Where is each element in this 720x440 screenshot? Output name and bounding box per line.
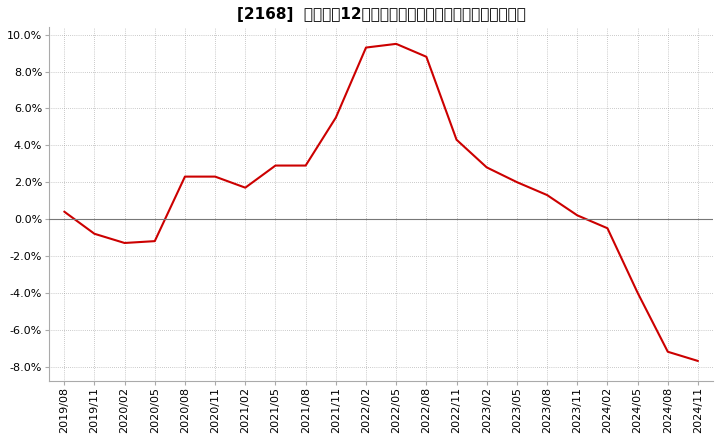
Title: [2168]  売上高の12か月移動合計の対前年同期増減率の推移: [2168] 売上高の12か月移動合計の対前年同期増減率の推移 [237, 7, 526, 22]
